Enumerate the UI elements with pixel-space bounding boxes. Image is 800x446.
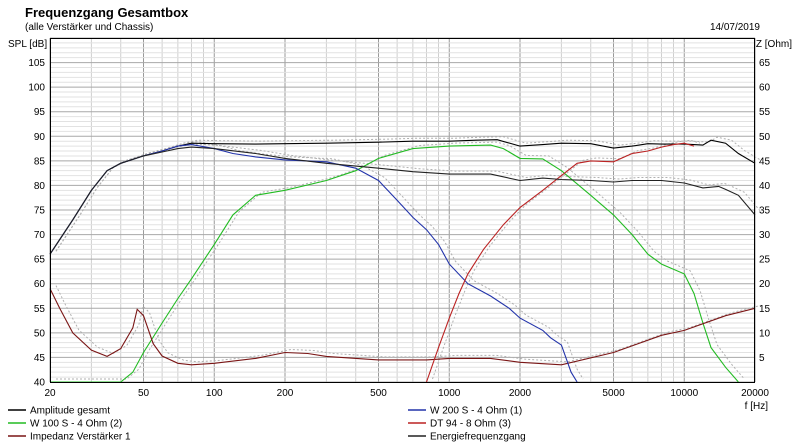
x-tick-label: 50 <box>138 388 150 399</box>
y-tick-label: 100 <box>28 83 45 94</box>
y-axis-label: SPL [dB] <box>8 39 47 50</box>
series-line-w-100-s-4-ohm-2 <box>50 144 739 383</box>
y-right-tick-label: 30 <box>759 230 771 241</box>
x-tick-label: 100 <box>206 388 223 399</box>
y-right-tick-label: 5 <box>759 353 765 364</box>
reference-curve <box>55 136 762 252</box>
y-right-tick-label: 10 <box>759 328 771 339</box>
legend-label: Amplitude gesamt <box>30 406 110 417</box>
y-right-tick-label: 65 <box>759 58 771 69</box>
plot-frame <box>50 38 755 383</box>
y-right-tick-label: 45 <box>759 156 771 167</box>
x-tick-label: 20000 <box>741 388 769 399</box>
y-right-tick-label: 60 <box>759 83 771 94</box>
legend: Amplitude gesamt W 200 S - 4 Ohm (1) W 100… <box>8 406 526 443</box>
series-line-impedanz-verstaerker-1 <box>49 288 756 366</box>
legend-label: DT 94 - 8 Ohm (3) <box>430 419 511 430</box>
reference-curve <box>432 139 701 380</box>
y-right-tick-label: 50 <box>759 132 771 143</box>
y-right-tick-label: 25 <box>759 255 771 266</box>
y-tick-label: 60 <box>34 279 46 290</box>
x-tick-label: 1000 <box>438 388 461 399</box>
x-tick-label: 200 <box>277 388 294 399</box>
y-tick-label: 80 <box>34 181 46 192</box>
x-tick-label: 10000 <box>670 388 698 399</box>
series-lines <box>49 139 756 383</box>
y-right-tick-label: 15 <box>759 304 771 315</box>
reference-curve <box>55 285 762 363</box>
chart-title: Frequenzgang Gesamtbox <box>25 5 189 20</box>
legend-label: Impedanz Verstärker 1 <box>30 432 131 443</box>
reference-curve <box>56 141 745 380</box>
y-tick-label: 55 <box>34 304 46 315</box>
chart-subtitle: (alle Verstärker und Chassis) <box>25 22 153 33</box>
y-tick-label: 65 <box>34 255 46 266</box>
y-right-tick-label: 40 <box>759 181 771 192</box>
x-tick-label: 5000 <box>602 388 625 399</box>
y-tick-label: 70 <box>34 230 46 241</box>
reference-curve <box>55 143 762 252</box>
chart-date: 14/07/2019 <box>710 22 760 33</box>
x-axis-label: f [Hz] <box>745 401 769 412</box>
y-tick-label: 105 <box>28 58 45 69</box>
y-tick-label: 85 <box>34 156 46 167</box>
y-tick-label: 95 <box>34 107 46 118</box>
y-tick-label: 75 <box>34 206 46 217</box>
reference-curves <box>55 136 762 380</box>
grid <box>49 37 756 383</box>
series-line-energiefrequenzgang <box>49 146 756 255</box>
y-tick-label: 50 <box>34 328 46 339</box>
x-tick-label: 2000 <box>509 388 532 399</box>
y-tick-label: 90 <box>34 132 46 143</box>
legend-label: W 200 S - 4 Ohm (1) <box>430 406 522 417</box>
tick-labels: 20 50 100 200 500 1000 2000 5000 10000 20000 40 45 5… <box>28 58 770 399</box>
y-right-tick-label: 20 <box>759 279 771 290</box>
y-right-tick-label: 55 <box>759 107 771 118</box>
x-tick-label: 20 <box>44 388 56 399</box>
legend-label: Energiefrequenzgang <box>430 432 526 443</box>
y-right-tick-label: 35 <box>759 206 771 217</box>
legend-label: W 100 S - 4 Ohm (2) <box>30 419 122 430</box>
y-axis-right-label: Z [Ohm] <box>756 39 792 50</box>
y-tick-label: 45 <box>34 353 46 364</box>
series-line-dt-94-8-ohm-3 <box>425 142 695 383</box>
y-tick-label: 40 <box>34 378 46 389</box>
x-tick-label: 500 <box>370 388 387 399</box>
